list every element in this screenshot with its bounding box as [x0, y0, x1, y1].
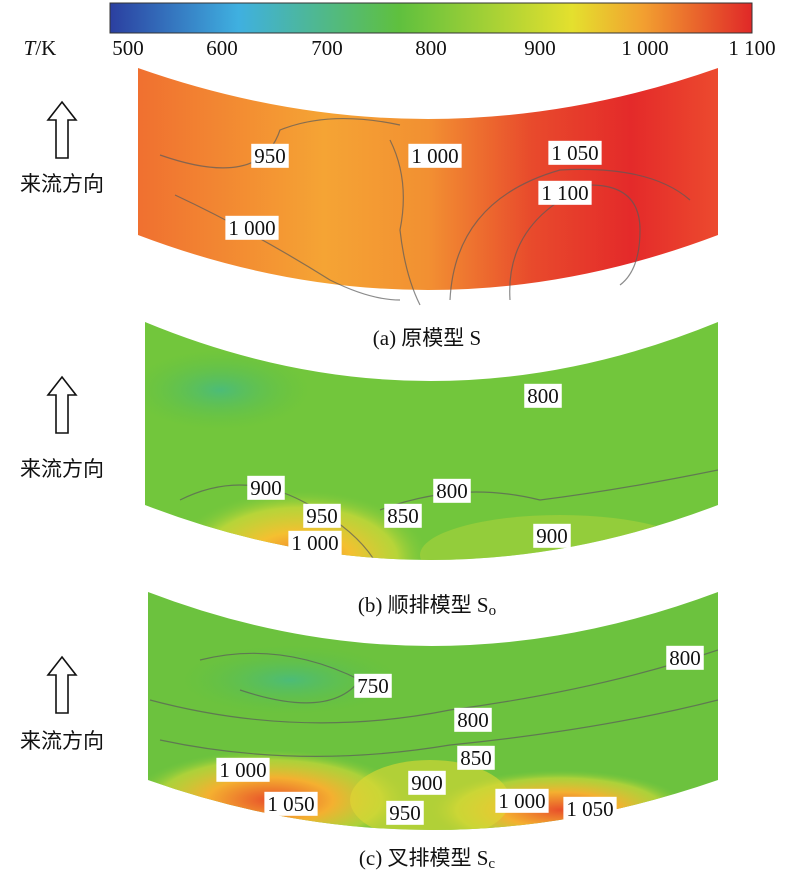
colorbar-tick-label: 1 000: [621, 36, 668, 60]
contour-label-text: 950: [389, 801, 421, 825]
caption: (a) 原模型 S: [373, 326, 482, 350]
label-box: [251, 143, 289, 168]
contour-label-text: 900: [536, 524, 568, 548]
contours: [159, 117, 691, 306]
flow-arrow: [46, 100, 78, 159]
contour-label: 1 000: [408, 143, 462, 168]
label-box: [538, 180, 592, 205]
label-box: [216, 757, 270, 782]
label-box: [524, 383, 562, 408]
label-box: [408, 143, 462, 168]
label-box: [433, 478, 471, 503]
label-box: [288, 530, 342, 555]
contour-label: 1 000: [288, 530, 342, 555]
caption: (b) 顺排模型 So: [358, 593, 496, 620]
colorbar-title: T/K: [24, 36, 57, 60]
contour-label: 750: [354, 673, 392, 698]
contour-label-text: 1 000: [291, 531, 338, 555]
contour-label: 1 050: [563, 796, 617, 821]
label-box: [247, 475, 285, 500]
label-box: [666, 645, 704, 670]
flow-label: 来流方向: [20, 729, 104, 753]
colorbar-tick-label: 600: [206, 36, 238, 60]
contour-label-text: 1 000: [219, 758, 266, 782]
contour-label-text: 850: [460, 746, 492, 770]
contour-label: 850: [384, 503, 422, 528]
flow-label: 来流方向: [20, 457, 104, 481]
label-box: [408, 770, 446, 795]
caption-text: (c) 叉排模型 S: [359, 846, 489, 870]
flow-label: 来流方向: [20, 172, 104, 196]
contour-label: 800: [524, 383, 562, 408]
contour-label-text: 800: [527, 384, 559, 408]
contour-label: 1 000: [495, 788, 549, 813]
contour-label-text: 800: [457, 708, 489, 732]
contour-label: 1 050: [548, 140, 602, 165]
label-box: [386, 800, 424, 825]
contour-label-text: 950: [254, 144, 286, 168]
contour-label-text: 1 050: [566, 797, 613, 821]
contour-label-text: 1 050: [267, 792, 314, 816]
label-box: [495, 788, 549, 813]
label-box: [457, 745, 495, 770]
contour-label-text: 1 050: [551, 141, 598, 165]
caption-text: (b) 顺排模型 S: [358, 593, 489, 617]
contour-label-text: 1 100: [541, 181, 588, 205]
contour-label-text: 1 000: [228, 216, 275, 240]
colorbar-tick-label: 900: [524, 36, 556, 60]
contour-label: 900: [408, 770, 446, 795]
contour-label: 1 100: [538, 180, 592, 205]
label-box: [264, 791, 318, 816]
contour-label-text: 800: [669, 646, 701, 670]
contour-label-text: 1 000: [411, 144, 458, 168]
contour-label: 1 000: [225, 215, 279, 240]
label-box: [354, 673, 392, 698]
contour-label-text: 950: [306, 504, 338, 528]
contour-label: 900: [247, 475, 285, 500]
contour-label-text: 750: [357, 674, 389, 698]
contour-label: 950: [251, 143, 289, 168]
contour-label-text: 900: [250, 476, 282, 500]
label-box: [384, 503, 422, 528]
label-box: [533, 523, 571, 548]
caption: (c) 叉排模型 Sc: [359, 846, 496, 873]
contour-label-text: 1 000: [498, 789, 545, 813]
colorbar-tick-label: 700: [311, 36, 343, 60]
contour-label: 800: [666, 645, 704, 670]
caption-subscript: o: [489, 603, 497, 619]
flow-arrow: [46, 655, 78, 714]
colorbar: [109, 2, 753, 34]
contour-label: 950: [303, 503, 341, 528]
colorbar-tick-label: 1 100: [728, 36, 775, 60]
caption-subscript: c: [488, 856, 495, 872]
contour-label-text: 800: [436, 479, 468, 503]
contour-label: 850: [457, 745, 495, 770]
contour-label: 1 000: [216, 757, 270, 782]
contour-label: 950: [386, 800, 424, 825]
contour-label-text: 900: [411, 771, 443, 795]
label-box: [454, 707, 492, 732]
label-box: [563, 796, 617, 821]
flow-arrow: [46, 375, 78, 434]
colorbar-tick-label: 500: [112, 36, 144, 60]
caption-text: (a) 原模型 S: [373, 326, 482, 350]
contour-label: 800: [433, 478, 471, 503]
contour-label-text: 850: [387, 504, 419, 528]
colorbar-tick-label: 800: [415, 36, 447, 60]
contour-label: 800: [454, 707, 492, 732]
panel-a-map: [138, 68, 718, 290]
label-box: [548, 140, 602, 165]
contour-label: 900: [533, 523, 571, 548]
label-box: [225, 215, 279, 240]
label-box: [303, 503, 341, 528]
contour-label: 1 050: [264, 791, 318, 816]
